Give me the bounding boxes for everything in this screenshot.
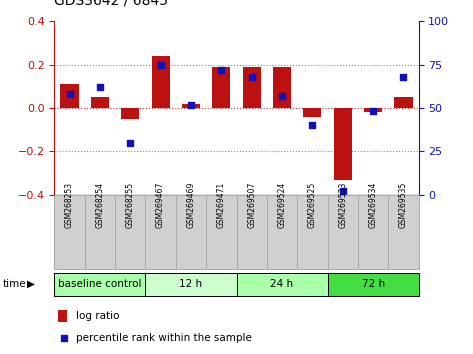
Text: GSM269467: GSM269467 — [156, 182, 165, 228]
FancyBboxPatch shape — [146, 195, 176, 269]
Bar — [333, 108, 352, 179]
Bar — [121, 108, 140, 119]
FancyBboxPatch shape — [54, 195, 85, 269]
FancyBboxPatch shape — [358, 195, 388, 269]
Point — [60, 335, 67, 341]
Text: 12 h: 12 h — [179, 279, 202, 289]
Text: GSM268255: GSM268255 — [126, 182, 135, 228]
Bar — [58, 310, 67, 322]
Text: time: time — [2, 279, 26, 289]
Bar — [151, 56, 170, 108]
Bar — [91, 97, 109, 108]
Text: GSM269524: GSM269524 — [278, 182, 287, 228]
FancyBboxPatch shape — [85, 195, 115, 269]
Point — [248, 74, 255, 80]
Text: baseline control: baseline control — [58, 279, 142, 289]
Point — [96, 84, 104, 90]
FancyBboxPatch shape — [327, 195, 358, 269]
Point — [126, 140, 134, 145]
Text: GSM268254: GSM268254 — [96, 182, 105, 228]
Text: GSM269535: GSM269535 — [399, 182, 408, 228]
Text: 24 h: 24 h — [271, 279, 294, 289]
Point — [187, 102, 195, 107]
FancyBboxPatch shape — [297, 195, 327, 269]
Bar — [212, 67, 230, 108]
FancyBboxPatch shape — [327, 273, 419, 296]
Text: ▶: ▶ — [27, 279, 35, 289]
Point — [369, 109, 377, 114]
FancyBboxPatch shape — [54, 273, 146, 296]
Bar — [364, 108, 382, 112]
Point — [66, 91, 73, 97]
Bar — [394, 97, 412, 108]
Bar — [61, 84, 79, 108]
Text: GSM269471: GSM269471 — [217, 182, 226, 228]
Point — [308, 122, 316, 128]
Bar — [182, 104, 200, 108]
Point — [218, 67, 225, 73]
FancyBboxPatch shape — [206, 195, 236, 269]
Point — [339, 188, 347, 194]
FancyBboxPatch shape — [176, 195, 206, 269]
Bar — [243, 67, 261, 108]
Point — [278, 93, 286, 99]
FancyBboxPatch shape — [115, 195, 146, 269]
Text: GDS3642 / 6845: GDS3642 / 6845 — [54, 0, 168, 7]
Text: 72 h: 72 h — [361, 279, 385, 289]
Text: log ratio: log ratio — [76, 311, 120, 321]
Point — [400, 74, 407, 80]
Text: GSM268253: GSM268253 — [65, 182, 74, 228]
FancyBboxPatch shape — [267, 195, 297, 269]
FancyBboxPatch shape — [236, 195, 267, 269]
Text: GSM269533: GSM269533 — [338, 182, 347, 228]
FancyBboxPatch shape — [146, 273, 236, 296]
Text: percentile rank within the sample: percentile rank within the sample — [76, 333, 252, 343]
Bar — [303, 108, 322, 117]
Text: GSM269525: GSM269525 — [308, 182, 317, 228]
Text: GSM269507: GSM269507 — [247, 182, 256, 228]
Bar — [273, 67, 291, 108]
Point — [157, 62, 165, 68]
Text: GSM269469: GSM269469 — [186, 182, 195, 228]
Text: GSM269534: GSM269534 — [368, 182, 377, 228]
FancyBboxPatch shape — [388, 195, 419, 269]
FancyBboxPatch shape — [236, 273, 327, 296]
